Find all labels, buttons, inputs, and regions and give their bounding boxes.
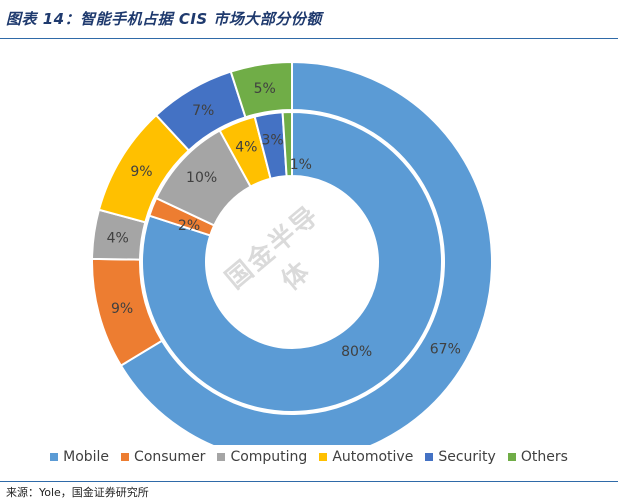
legend-label: Others [520,449,568,465]
inner-label-computing: 10% [186,170,217,186]
legend-item-consumer: Consumer [121,449,205,465]
outer-slice-mobile [119,60,493,445]
legend-label: Security [438,449,496,465]
footer-rule [0,481,618,482]
donut-chart: 80%2%10%4% 3%1%67%9%4%9%7%5% [91,60,493,445]
outer-label-others: 5% [254,81,276,97]
legend-item-others: Others [507,449,568,465]
legend-swatch [319,453,328,461]
outer-label-computing: 4% [107,230,129,246]
legend-swatch [217,453,226,461]
inner-slice-others [281,110,293,178]
outer-label-automotive: 9% [130,164,152,180]
outer-label-consumer: 9% [111,301,133,317]
legend-swatch [50,453,59,461]
legend-swatch [425,453,434,461]
legend-label: Mobile [63,449,110,465]
inner-slice-mobile [141,110,443,413]
outer-label-security: 7% [192,103,214,119]
inner-label-automotive: 4% [235,140,257,156]
legend-swatch [121,453,130,461]
legend-item-computing: Computing [217,449,307,465]
chart-legend: Mobile Consumer Computing Automotive Securit… [0,449,618,465]
legend-label: Consumer [134,449,206,465]
outer-label-mobile: 67% [430,341,461,357]
legend-item-automotive: Automotive [319,449,413,465]
legend-swatch [507,453,516,461]
chart-title: 图表 14：智能手机占据 CIS 市场大部分份额 [6,10,322,28]
title-rule [0,38,618,39]
inner-label-consumer: 2% [178,218,200,234]
inner-label-mobile: 80% [341,344,372,360]
outer-slice-others [229,60,293,119]
inner-label-security: 3% [261,133,283,149]
legend-item-mobile: Mobile [50,449,109,465]
legend-item-security: Security [425,449,496,465]
legend-label: Computing [230,449,308,465]
inner-label-others: 1% [290,157,312,173]
legend-label: Automotive [332,449,414,465]
source-note: 来源：Yole，国金证券研究所 [6,486,149,499]
